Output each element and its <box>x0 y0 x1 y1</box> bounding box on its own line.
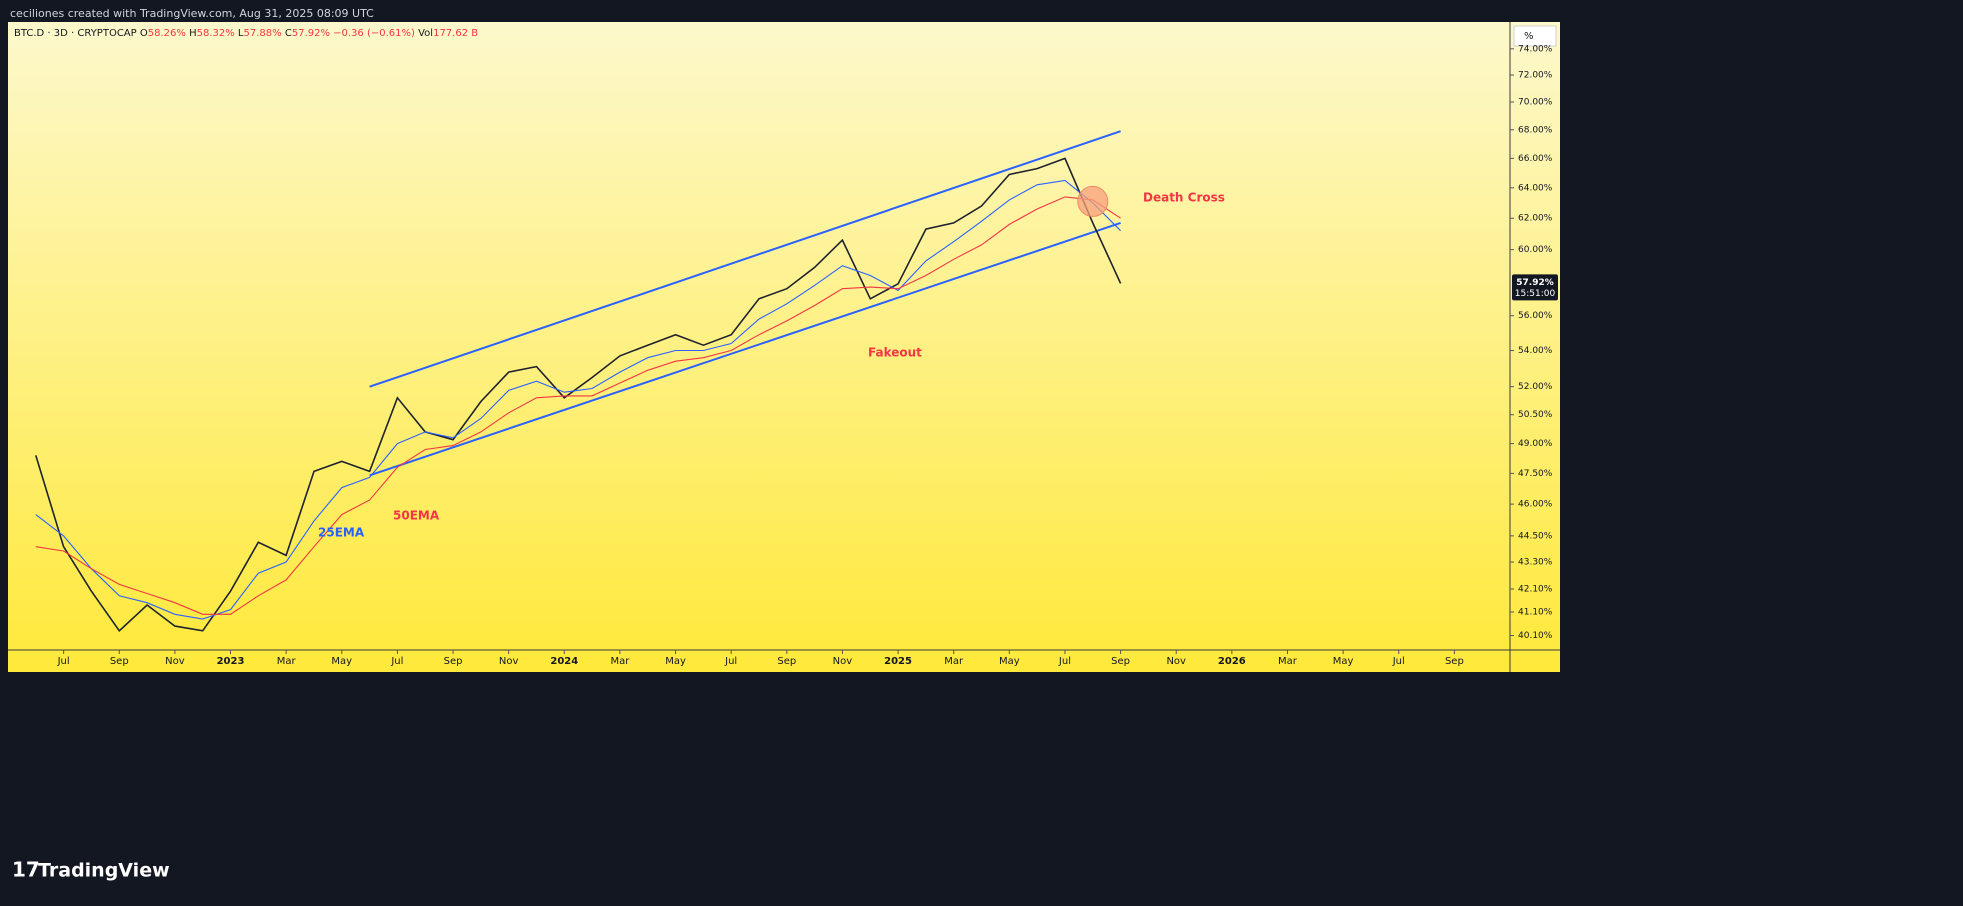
logo-mark: 17 <box>12 858 40 882</box>
chart-area <box>8 22 1560 672</box>
x-tick-label: May <box>665 656 686 667</box>
x-tick-label: Nov <box>833 656 853 667</box>
y-tick-label: 54.00% <box>1518 346 1553 356</box>
y-tick-label: 68.00% <box>1518 125 1553 135</box>
quote-label: L <box>238 28 244 39</box>
x-tick-label: May <box>1333 656 1354 667</box>
x-tick-label: Jul <box>1392 656 1405 667</box>
x-tick-label: Mar <box>610 656 630 667</box>
x-tick-label: Sep <box>1445 656 1464 667</box>
y-tick-label: 43.30% <box>1518 558 1553 568</box>
quote-value: 57.88% <box>244 28 282 39</box>
quote-value: 57.92% <box>292 28 330 39</box>
y-tick-label: 74.00% <box>1518 44 1553 54</box>
x-tick-label: Jul <box>1058 656 1071 667</box>
quote-label: C <box>285 28 292 39</box>
series-label: 50EMA <box>393 509 440 523</box>
quote-value: 58.32% <box>197 28 235 39</box>
symbol-line: BTC.D · 3D · CRYPTOCAP O58.26% H58.32% L… <box>14 28 478 39</box>
axis-unit: % <box>1524 31 1534 42</box>
y-tick-label: 47.50% <box>1518 469 1553 479</box>
y-tick-label: 42.10% <box>1518 584 1553 594</box>
x-tick-label: 2024 <box>550 656 578 667</box>
y-tick-label: 60.00% <box>1518 245 1553 255</box>
quote-label: H <box>189 28 197 39</box>
legend-header: BTC.D · 3D · CRYPTOCAP O58.26% H58.32% L… <box>14 28 478 39</box>
separator: · <box>68 28 78 39</box>
separator: · <box>44 28 54 39</box>
x-tick-label: 2026 <box>1218 656 1246 667</box>
axes: 40.10% 41.10% 42.10% 43.30% 44.50% 46.00% 47.5… <box>57 44 1558 667</box>
x-tick-label: Mar <box>944 656 964 667</box>
death-cross-marker <box>1077 185 1109 217</box>
channel-lower <box>369 221 1121 477</box>
y-tick-label: 40.10% <box>1518 631 1553 641</box>
symbol-info: 3D <box>54 28 68 39</box>
y-tick-label: 72.00% <box>1518 71 1553 81</box>
price-tag <box>1512 274 1558 301</box>
x-tick-label: Sep <box>444 656 463 667</box>
y-tick-label: 50.50% <box>1518 410 1553 420</box>
price-tag-label: 57.92% <box>1516 278 1554 288</box>
y-tick-label: 46.00% <box>1518 500 1553 510</box>
quote-value: 177.62 B <box>433 28 478 39</box>
price-tag-time: 15:51:00 <box>1515 289 1556 299</box>
x-tick-label: Sep <box>777 656 796 667</box>
symbol-info: CRYPTOCAP <box>77 28 136 39</box>
y-tick-label: 49.00% <box>1518 439 1553 449</box>
x-tick-label: 2025 <box>884 656 912 667</box>
annotation: Death Cross <box>1143 191 1225 205</box>
x-tick-label: Mar <box>277 656 297 667</box>
logo-text: TradingView <box>38 860 170 882</box>
x-tick-label: 2023 <box>217 656 245 667</box>
x-tick-label: Jul <box>724 656 737 667</box>
x-tick-label: Nov <box>1166 656 1186 667</box>
unit-box[interactable] <box>1513 25 1557 47</box>
y-tick-label: 70.00% <box>1518 98 1553 108</box>
quote-label: Vol <box>418 28 433 39</box>
y-tick-label: 56.00% <box>1518 311 1553 321</box>
quote-value: 58.26% <box>148 28 186 39</box>
y-tick-label: 64.00% <box>1518 183 1553 193</box>
x-tick-label: Jul <box>390 656 403 667</box>
y-tick-label: 44.50% <box>1518 531 1553 541</box>
quote-value: −0.36 (−0.61%) <box>333 28 415 39</box>
y-tick-label: 66.00% <box>1518 154 1553 164</box>
x-tick-label: Jul <box>57 656 70 667</box>
quote-label: O <box>140 28 148 39</box>
y-tick-label: 52.00% <box>1518 382 1553 392</box>
series-line <box>35 196 1121 615</box>
logo: 17 TradingView <box>12 858 170 882</box>
y-tick-label: 62.00% <box>1518 214 1553 224</box>
x-tick-label: Nov <box>165 656 185 667</box>
x-tick-label: Sep <box>1111 656 1130 667</box>
x-tick-label: Mar <box>1278 656 1298 667</box>
series-line <box>35 157 1122 633</box>
x-tick-label: Nov <box>499 656 519 667</box>
y-tick-label: 41.10% <box>1518 607 1553 617</box>
x-tick-label: May <box>999 656 1020 667</box>
x-tick-label: Sep <box>110 656 129 667</box>
plot: Death Cross Fakeout 25EMA 50EMA <box>35 130 1225 633</box>
credit: ceciliones created with TradingView.com,… <box>10 7 374 20</box>
x-tick-label: May <box>331 656 352 667</box>
series-label: 25EMA <box>318 526 365 540</box>
channel-upper <box>369 130 1121 388</box>
symbol: BTC.D <box>14 28 45 39</box>
annotation: Fakeout <box>868 346 922 360</box>
